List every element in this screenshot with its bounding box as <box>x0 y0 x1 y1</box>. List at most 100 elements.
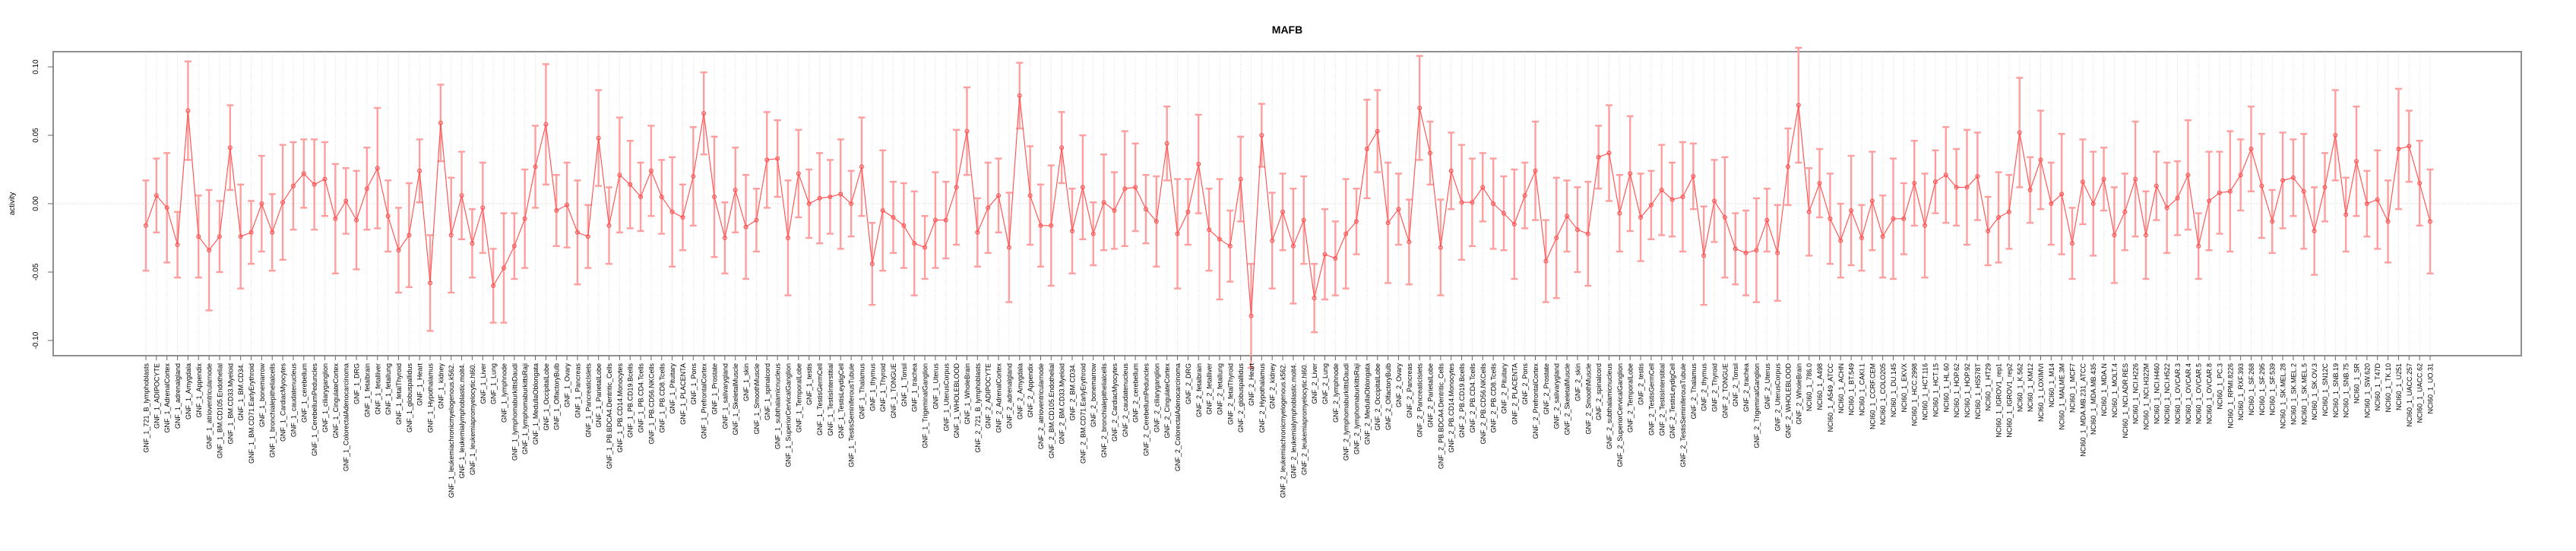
data-point <box>849 201 854 207</box>
x-tick-label: GNF_1_DRG <box>353 363 361 404</box>
data-point <box>1669 197 1675 202</box>
x-tick-label: GNF_1_PancreaticIslets <box>584 363 592 438</box>
data-point <box>1343 231 1349 236</box>
data-point <box>1828 216 1833 221</box>
data-point <box>2375 197 2380 202</box>
data-point <box>2122 209 2128 214</box>
data-point <box>943 217 948 223</box>
data-point <box>712 195 717 200</box>
data-point <box>1511 222 1517 227</box>
x-tick-label: GNF_1_TemporalLobe <box>795 363 802 432</box>
x-tick-label: GNF_1_caudatenucleus <box>290 363 297 438</box>
data-point <box>1522 193 1527 198</box>
data-point <box>691 174 696 179</box>
x-tick-label: GNF_1_leukemiapromyelocytic.hl60. <box>469 363 476 475</box>
x-tick-label: GNF_2_PB.CD4.Tcells <box>1469 363 1476 433</box>
data-point <box>596 135 601 141</box>
x-tick-label: GNF_1_leukemialymphoblastic.molt4. <box>458 363 466 479</box>
y-tick-label: -0.05 <box>32 263 40 280</box>
data-point <box>1617 211 1622 216</box>
x-tick-label: NCI60_1_IGROV1_rep1 <box>1995 363 2003 438</box>
data-point <box>1806 209 1812 214</box>
data-point <box>1712 198 1717 204</box>
data-point <box>2217 190 2222 195</box>
x-tick-label: GNF_1_Heart <box>416 363 424 407</box>
data-point <box>185 108 191 113</box>
data-point <box>2238 173 2243 178</box>
data-point <box>806 201 812 207</box>
data-point <box>153 193 159 198</box>
data-point <box>1628 171 1633 176</box>
x-tick-label: NCI60_1_SF.295 <box>2258 363 2266 416</box>
data-point <box>2133 176 2138 182</box>
x-tick-label: GNF_1_OlfactoryBulb <box>553 363 561 430</box>
data-point <box>1648 202 1654 207</box>
data-point <box>2175 195 2180 201</box>
x-tick-label: GNF_2_bonemarrow <box>1090 363 1097 428</box>
x-tick-label: NCI60_1_K.562 <box>2016 363 2024 412</box>
data-point <box>207 248 212 253</box>
x-tick-label: GNF_1_BM.CD34. <box>237 363 245 421</box>
data-point <box>838 192 843 197</box>
x-tick-label: GNF_2_Lung <box>1321 363 1329 404</box>
data-point <box>407 233 412 238</box>
data-point <box>859 164 864 169</box>
data-point <box>2333 133 2338 138</box>
x-tick-label: GNF_1_MedullaOblongata <box>532 363 540 445</box>
data-point <box>722 236 727 241</box>
x-tick-label: GNF_1_kidney <box>437 363 445 410</box>
data-point <box>1596 154 1601 160</box>
x-tick-label: NCI60_1_CAKI.1 <box>1858 363 1866 416</box>
x-tick-label: GNF_2_bronchialepithelialcells <box>1100 363 1108 458</box>
data-point <box>1101 200 1106 205</box>
data-point <box>1533 168 1538 173</box>
data-point <box>2270 219 2275 224</box>
data-point <box>1470 200 1475 205</box>
x-tick-label: NCI60_1_LOXIMVI <box>2037 363 2045 422</box>
data-point <box>828 195 833 200</box>
x-tick-label: GNF_2_TestisSeminiferousTubule <box>1679 363 1687 467</box>
x-tick-label: GNF_2_MedullaOblongata <box>1363 363 1371 445</box>
data-point <box>1280 209 1286 214</box>
data-point <box>270 230 275 235</box>
data-point <box>1585 231 1590 236</box>
x-tick-label: GNF_2_lymphomaburkittsDaudi <box>1343 363 1350 461</box>
x-tick-label: GNF_2_CardiacMyocytes <box>1111 363 1119 442</box>
x-tick-label: GNF_2_CingulateCortex <box>1163 363 1171 439</box>
x-tick-label: GNF_1_cerebellum <box>300 363 308 423</box>
data-point <box>1006 245 1011 250</box>
data-point <box>880 208 885 214</box>
data-point <box>754 217 759 223</box>
data-point <box>459 193 464 198</box>
data-point <box>669 209 675 214</box>
x-tick-label: GNF_2_ColorectalAdenocarcinoma <box>1174 363 1182 471</box>
x-tick-label: GNF_2_AdrenalCortex <box>995 363 1003 433</box>
x-tick-label: GNF_2_fetalliver <box>1206 363 1214 415</box>
x-tick-label: GNF_1_Thalamus <box>858 363 866 420</box>
data-point <box>543 122 549 127</box>
data-point <box>1891 216 1896 221</box>
point-markers <box>144 93 2433 318</box>
chart-title: MAFB <box>1272 24 1302 36</box>
data-point <box>1743 250 1748 255</box>
x-tick-label: GNF_1_adrenalgland <box>174 363 182 429</box>
data-point <box>1407 239 1412 245</box>
x-tick-label: GNF_2_PancreaticIslets <box>1416 363 1424 438</box>
x-tick-label: GNF_1_Tonsil <box>900 363 908 407</box>
data-point <box>659 195 664 200</box>
y-axis-title-group: activity <box>8 192 17 216</box>
data-point <box>2343 212 2349 217</box>
activity-line <box>145 95 2431 316</box>
data-point <box>2290 175 2296 180</box>
data-point <box>1565 214 1570 219</box>
x-tick-label: GNF_2_PB.BDCA4.Dentritic_Cells <box>1437 363 1445 470</box>
data-point <box>1733 246 1738 252</box>
data-point <box>1196 161 1201 166</box>
data-point <box>1859 236 1864 241</box>
data-point <box>2059 192 2065 197</box>
data-point <box>996 193 1002 198</box>
x-tick-label: GNF_1_Amygdala <box>185 363 192 420</box>
data-point <box>1154 219 1159 224</box>
data-point <box>1122 186 1128 192</box>
